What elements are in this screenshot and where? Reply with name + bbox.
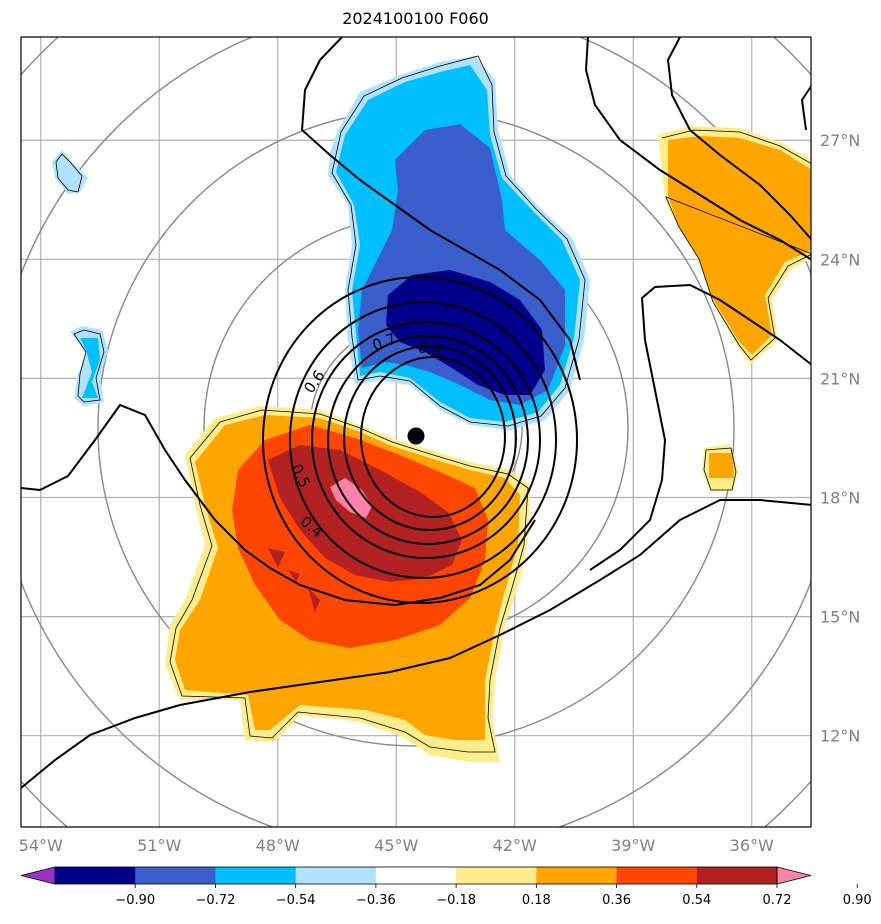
colorbar-extend-low (20, 866, 56, 885)
contour-ring-6 (360, 356, 506, 518)
contour-ring-4 (327, 335, 529, 545)
warm-outline (169, 409, 529, 753)
colorbar-label-9: 0.90 (843, 893, 872, 908)
isoline-ne-3 (800, 84, 811, 131)
longitude-labels: 54°W 51°W 48°W 45°W 42°W 39°W 36°W (19, 836, 774, 855)
colorbar-segment-4 (375, 867, 457, 884)
contour-ring-2 (289, 301, 557, 579)
lat-label-0: 12°N (820, 727, 860, 746)
contour-label-0-8: 0.8 (416, 338, 443, 361)
colorbar-labels: −0.90 −0.72 −0.54 −0.36 −0.18 0.18 0.36 0.54 0.7… (115, 884, 872, 908)
cool-blob-nw-outline (55, 153, 83, 193)
colorbar-segment-7 (616, 867, 698, 884)
colorbar-extend-high (776, 866, 812, 885)
storm-center-marker (407, 427, 425, 445)
lon-label-5: 39°W (611, 836, 655, 855)
colorbar (20, 866, 812, 885)
latitude-labels: 12°N 15°N 18°N 21°N 24°N 27°N (820, 131, 860, 745)
warm-shade-090-spot-a (268, 548, 285, 568)
colorbar-label-8: 0.72 (763, 893, 792, 908)
warm-ne-outline (661, 129, 811, 361)
cool-outline (331, 55, 586, 427)
lat-label-1: 15°N (820, 608, 860, 627)
warm-small-outline (703, 447, 737, 491)
colorbar-label-4: −0.18 (436, 893, 476, 908)
cool-blob-w-036 (80, 338, 100, 398)
isoline-ne-2 (666, 37, 811, 241)
bold-contours (21, 37, 811, 789)
lon-label-4: 42°W (493, 836, 537, 855)
colorbar-label-1: −0.72 (196, 893, 236, 908)
lat-label-4: 24°N (820, 250, 860, 269)
isoline-west (21, 403, 536, 607)
lon-label-3: 45°W (374, 836, 418, 855)
lat-label-3: 21°N (820, 369, 860, 388)
map-title: 2024100100 F060 (342, 9, 489, 28)
colorbar-label-2: −0.54 (276, 893, 316, 908)
colorbar-label-6: 0.36 (602, 893, 631, 908)
lat-label-5: 27°N (820, 131, 860, 150)
isoline-east (589, 283, 811, 571)
isoline-ne-1 (584, 37, 811, 261)
colorbar-segment-0 (55, 867, 136, 884)
colorbar-label-0: −0.90 (115, 893, 155, 908)
cool-blob-w-outline (73, 329, 105, 403)
warm-shade-090-spot-c (308, 588, 320, 612)
isoline-south (21, 499, 811, 789)
colorbar-segment-2 (215, 867, 297, 884)
colorbar-segment-8 (696, 867, 778, 884)
colorbar-segment-5 (456, 867, 537, 884)
colorbar-label-3: −0.36 (356, 893, 396, 908)
colorbar-outline (54, 866, 778, 885)
colorbar-segment-1 (135, 867, 216, 884)
colorbar-label-5: 0.18 (522, 893, 551, 908)
contour-ring-5 (343, 345, 517, 531)
colorbar-segment-6 (536, 867, 618, 884)
lon-label-2: 48°W (256, 836, 300, 855)
contour-ring-1 (262, 276, 578, 604)
shade-outlines (55, 55, 811, 753)
isoline-north (300, 37, 581, 381)
cool-blob-nw (52, 150, 88, 194)
lat-label-2: 18°N (820, 489, 860, 508)
map-frame (20, 36, 812, 828)
warm-shade-090-spot-b (288, 570, 300, 582)
warm-shade-max (330, 478, 372, 518)
cool-anomaly-field (52, 56, 590, 430)
warm-small-054 (709, 453, 734, 478)
contour-ring-3 (311, 321, 541, 559)
colorbar-label-7: 0.54 (682, 893, 711, 908)
lon-label-1: 51°W (137, 836, 181, 855)
colorbar-segment-3 (295, 867, 377, 884)
lon-label-6: 36°W (730, 836, 774, 855)
lon-label-0: 54°W (19, 836, 63, 855)
warm-ne-054 (668, 136, 811, 355)
